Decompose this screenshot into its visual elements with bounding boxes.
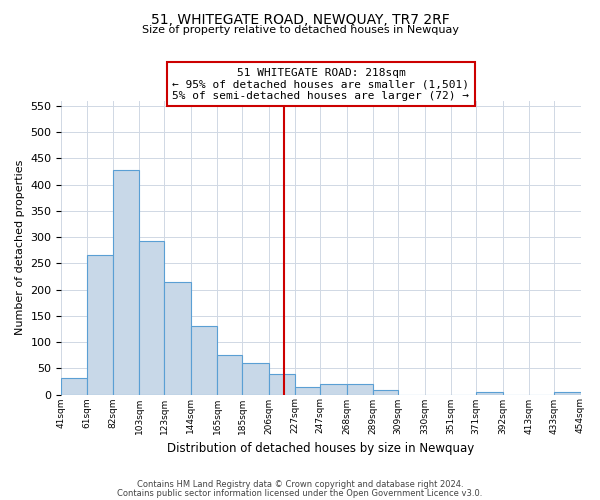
Bar xyxy=(554,392,581,394)
Bar xyxy=(217,354,242,395)
Bar xyxy=(191,326,217,394)
Bar xyxy=(242,363,269,394)
Y-axis label: Number of detached properties: Number of detached properties xyxy=(15,160,25,336)
Text: 51, WHITEGATE ROAD, NEWQUAY, TR7 2RF: 51, WHITEGATE ROAD, NEWQUAY, TR7 2RF xyxy=(151,12,449,26)
Bar xyxy=(347,384,373,394)
Bar xyxy=(373,390,398,394)
Bar xyxy=(476,392,503,394)
Text: Contains HM Land Registry data © Crown copyright and database right 2024.: Contains HM Land Registry data © Crown c… xyxy=(137,480,463,489)
Bar xyxy=(295,387,320,394)
Bar xyxy=(164,282,191,395)
X-axis label: Distribution of detached houses by size in Newquay: Distribution of detached houses by size … xyxy=(167,442,475,455)
Text: Size of property relative to detached houses in Newquay: Size of property relative to detached ho… xyxy=(142,25,458,35)
Text: 51 WHITEGATE ROAD: 218sqm
← 95% of detached houses are smaller (1,501)
5% of sem: 51 WHITEGATE ROAD: 218sqm ← 95% of detac… xyxy=(172,68,469,100)
Bar xyxy=(139,242,164,394)
Bar xyxy=(269,374,295,394)
Bar xyxy=(86,256,113,394)
Bar xyxy=(320,384,347,394)
Text: Contains public sector information licensed under the Open Government Licence v3: Contains public sector information licen… xyxy=(118,488,482,498)
Bar xyxy=(113,170,139,394)
Bar xyxy=(61,378,86,394)
